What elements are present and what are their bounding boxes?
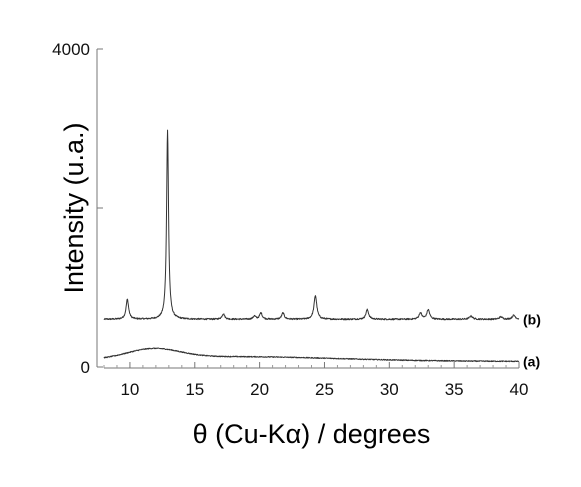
series-b-line (103, 129, 520, 321)
x-tick-label: 35 (445, 380, 464, 399)
x-tick-label: 25 (315, 380, 334, 399)
x-tick-label: 10 (120, 380, 139, 399)
series-b-label: (b) (523, 311, 541, 327)
y-ticks: 0 4000 (52, 40, 103, 377)
y-tick-label: 0 (81, 358, 90, 377)
series-a-line (103, 347, 520, 363)
series-group: (b) (a) (103, 129, 541, 369)
x-axis-title: θ (Cu-Kα) / degrees (193, 419, 431, 449)
x-tick-label: 40 (510, 380, 529, 399)
y-axis-title: Intensity (u.a.) (59, 122, 89, 293)
x-ticks: 10 15 20 25 30 35 40 (103, 362, 529, 399)
axes: 10 15 20 25 30 35 40 0 4000 (52, 40, 528, 399)
series-a-label: (a) (523, 353, 540, 369)
x-tick-label: 30 (380, 380, 399, 399)
x-tick-label: 20 (250, 380, 269, 399)
y-tick-label: 4000 (52, 40, 90, 59)
x-tick-label: 15 (185, 380, 204, 399)
